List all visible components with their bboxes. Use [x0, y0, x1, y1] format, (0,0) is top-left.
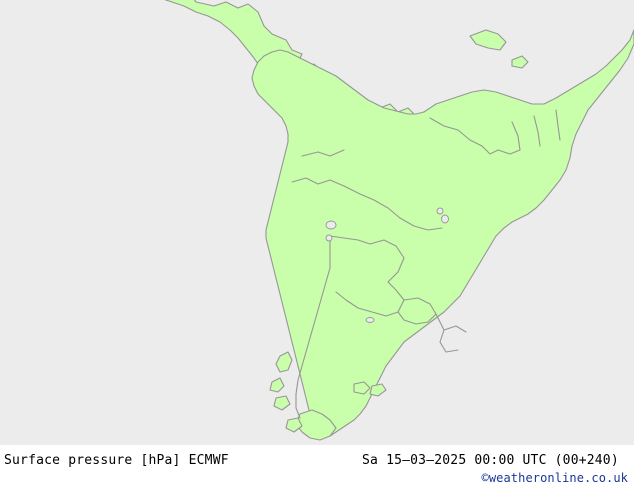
copyright-link[interactable]: ©weatheronline.co.uk — [481, 471, 628, 485]
land-falkland-islands-east — [369, 383, 387, 397]
lakes-group — [325, 207, 449, 323]
border-peru-bolivia — [329, 235, 371, 245]
border-bolivia-paraguay — [387, 281, 405, 313]
land-south-chile-islet-2 — [273, 395, 291, 411]
border-paraguay-brazil — [403, 297, 437, 315]
land-caribbean-islands — [469, 29, 507, 51]
border-french-guiana — [555, 109, 561, 141]
land-south-chile-islet-3 — [285, 417, 303, 433]
lake-mar-chiquita — [365, 317, 375, 323]
forecast-timestamp-label: Sa 15‒03‒2025 00:00 UTC (00+240) — [362, 453, 619, 468]
border-venezuela-brazil — [481, 145, 521, 155]
lake-salto-grande — [441, 214, 449, 224]
border-brazil-argentina — [435, 313, 445, 331]
south-america-map-graphic — [164, 0, 634, 441]
land-falkland-islands-west — [353, 381, 371, 395]
border-brazil-north — [399, 217, 443, 231]
lake-titicaca — [325, 220, 337, 230]
footer-bar: Surface pressure [hPa] ECMWF Sa 15‒03‒20… — [0, 445, 634, 490]
lake-maracaibo — [436, 207, 444, 215]
border-uruguay-brazil — [443, 325, 467, 333]
map-title-label: Surface pressure [hPa] ECMWF — [4, 453, 229, 468]
border-chile-argentina — [295, 267, 331, 419]
land-tierra-del-fuego — [295, 409, 337, 441]
map-canvas[interactable]: ©weatheronline.co.uk — [0, 0, 634, 445]
border-bolivia-brazil — [369, 239, 405, 283]
lake-poopo — [325, 234, 333, 242]
land-south-chile-islet-1 — [269, 377, 285, 393]
border-guyana — [511, 121, 521, 151]
border-colombia-ecuador — [301, 149, 345, 157]
land-trinidad — [511, 55, 529, 69]
border-suriname — [533, 115, 541, 147]
border-bolivia-argentina — [335, 291, 399, 317]
border-peru-brazil — [343, 185, 401, 219]
border-colombia-venezuela — [429, 117, 483, 147]
border-uruguay-argentina — [439, 329, 459, 353]
border-paraguay-argentina — [397, 311, 437, 325]
national-borders-group — [291, 109, 561, 419]
land-chiloe-island — [275, 351, 293, 373]
border-ecuador-peru — [291, 177, 345, 187]
